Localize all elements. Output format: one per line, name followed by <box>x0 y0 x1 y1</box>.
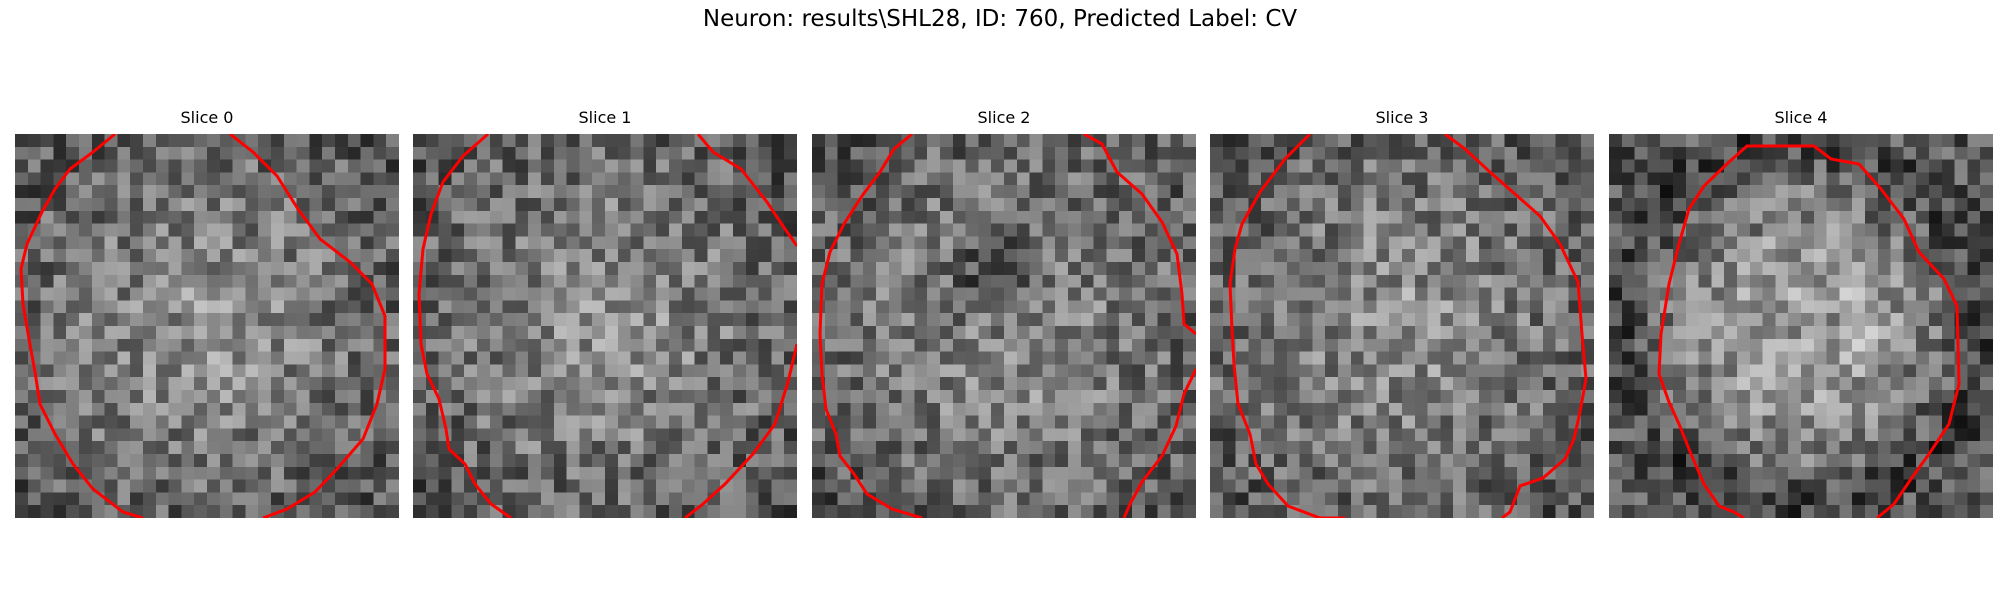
cell-contour-line <box>417 134 512 518</box>
cell-contour-line <box>1444 134 1588 518</box>
slice-title-3: Slice 3 <box>1375 108 1429 127</box>
slice-title-4: Slice 4 <box>1774 108 1828 127</box>
slice-image-0 <box>15 134 399 518</box>
cell-contour-line <box>1228 134 1345 518</box>
cell-contour-line <box>696 134 797 247</box>
cell-contour-line <box>1122 368 1196 518</box>
slice-title-0: Slice 0 <box>180 108 234 127</box>
slice-image-2 <box>812 134 1196 518</box>
slice-title-1: Slice 1 <box>578 108 632 127</box>
cell-contour-line <box>684 343 797 518</box>
figure-title: Neuron: results\SHL28, ID: 760, Predicte… <box>702 6 1298 32</box>
slice-title-2: Slice 2 <box>977 108 1031 127</box>
slice-image-3 <box>1210 134 1594 518</box>
cell-contour-line <box>1657 160 1745 518</box>
slice-image-1 <box>413 134 797 518</box>
cell-contour-line <box>1728 144 1961 518</box>
cell-contour-line <box>19 134 144 518</box>
slice-image-4 <box>1609 134 1993 518</box>
cell-contour-line <box>1083 134 1196 336</box>
cell-contour-line <box>229 134 387 518</box>
cell-contour-line <box>818 134 923 518</box>
